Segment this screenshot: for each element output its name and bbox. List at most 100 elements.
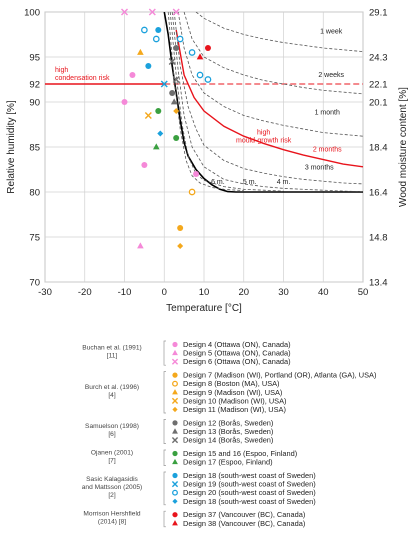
marker-circle <box>172 372 178 378</box>
legend-entry: Design 7 (Madison (WI), Portland (OR), A… <box>183 371 376 380</box>
curve-label: 2 months <box>313 147 342 154</box>
marker-cross <box>172 76 180 83</box>
legend-source: Sasic Kalagasidis <box>86 476 138 483</box>
y-tick-label-92: 92 <box>29 80 40 91</box>
marker-triangle <box>172 349 178 356</box>
gridlines <box>44 11 364 283</box>
series-3 <box>177 225 184 231</box>
marker-diamond <box>173 108 180 114</box>
marker-cross-stroke <box>171 437 179 444</box>
legend-entry: Design 6 (Ottawa (ON), Canada) <box>183 357 291 366</box>
curve-label: 5 m. <box>243 179 257 186</box>
marker-open-circle <box>172 380 178 387</box>
marker-diamond <box>157 130 164 137</box>
series-6 <box>144 112 152 119</box>
condensation-risk-label: high <box>55 67 68 74</box>
marker-open-circle <box>196 71 204 79</box>
series-12 <box>153 143 160 150</box>
series-5 <box>137 48 144 55</box>
marker-cross <box>171 481 179 488</box>
y-tick-label: 95 <box>29 53 40 64</box>
marker-circle <box>172 512 178 518</box>
legend-entry: Design 11 (Madison (WI), USA) <box>183 405 286 414</box>
marker-circle <box>121 99 128 105</box>
x-tick-label: 40 <box>318 287 329 298</box>
marker-cross-stroke <box>160 80 168 88</box>
marker-circle <box>145 63 152 69</box>
legend-entry: Design 18 (south-west coast of Sweden) <box>183 471 316 480</box>
series-9 <box>170 98 178 105</box>
marker-cross-stroke <box>172 8 180 16</box>
legend-entry: Design 14 (Borås, Sweden) <box>183 436 273 445</box>
series-7 <box>173 108 184 249</box>
y2-tick-label: 14.8 <box>369 233 388 244</box>
marker-cross-stroke <box>172 76 180 83</box>
marker-cross <box>168 58 176 65</box>
legend-source: and Mattsson (2005) <box>82 484 142 491</box>
marker-triangle <box>172 520 178 526</box>
legend-entry: Design 10 (Madison (WI), USA) <box>183 396 287 405</box>
marker-circle <box>204 45 211 51</box>
legend-bracket <box>163 449 166 466</box>
curve-label: 4 m. <box>277 179 291 186</box>
legend-source: [11] <box>107 353 118 360</box>
marker-open-circle <box>141 26 148 34</box>
marker-circle <box>169 90 176 96</box>
series-14 <box>160 80 168 88</box>
marker-open-circle <box>172 489 178 496</box>
marker-cross-stroke <box>171 358 179 365</box>
legend-bracket <box>163 340 166 366</box>
y2-tick-label: 20.1 <box>369 98 388 109</box>
marker-cross <box>144 112 152 119</box>
legend: Design 4 (Ottawa (ON), Canada)Design 5 (… <box>82 340 377 528</box>
legend-source: Buchan et al. (1991) <box>82 345 141 352</box>
legend-source: Samuelson (1998) <box>85 423 139 430</box>
marker-circle <box>172 472 178 479</box>
marker-cross-stroke <box>168 58 176 65</box>
legend-bracket <box>163 510 166 528</box>
isopleth-2-months <box>175 29 363 168</box>
marker-open-circle <box>152 35 160 43</box>
x-tick-label: -30 <box>38 287 52 298</box>
y2-tick-label: 13.4 <box>369 278 388 289</box>
marker-circle <box>141 162 148 168</box>
legend-bracket <box>163 371 166 414</box>
marker-cross-stroke <box>171 481 179 488</box>
condensation-risk-label: condensation risk <box>55 75 110 82</box>
legend-entry: Design 20 (south-west coast of Sweden) <box>183 488 316 497</box>
marker-cross <box>171 397 179 404</box>
y2-tick-label: 24.3 <box>369 53 388 64</box>
y2-axis-label: Wood moisture content [%] <box>398 87 409 207</box>
marker-circle <box>129 72 136 78</box>
marker-triangle <box>172 458 178 465</box>
legend-entry: Design 8 (Boston (MA), USA) <box>183 379 280 388</box>
series-18 <box>196 53 204 60</box>
legend-bracket <box>163 419 166 444</box>
legend-entry: Design 4 (Ottawa (ON), Canada) <box>183 340 291 349</box>
y2-tick-label: 18.4 <box>369 143 388 154</box>
x-tick-label: 10 <box>199 287 210 298</box>
marker-cross <box>171 437 179 444</box>
marker-circle <box>172 450 178 457</box>
x-tick-label: 50 <box>358 287 369 298</box>
series-13 <box>145 27 162 69</box>
isopleth-1-month <box>177 12 363 137</box>
marker-circle <box>177 225 184 231</box>
y-tick-label: 100 <box>24 8 40 19</box>
series-11 <box>155 108 180 141</box>
series-15 <box>141 26 212 83</box>
curve-label: 1 month <box>315 110 340 117</box>
marker-cross-stroke <box>171 397 179 404</box>
x-tick-label: -10 <box>118 287 132 298</box>
y-tick-label: 80 <box>29 188 40 199</box>
legend-source: Ojanen (2001) <box>91 449 133 456</box>
marker-circle <box>173 135 180 141</box>
marker-cross <box>160 80 168 88</box>
isopleth-3-months <box>173 12 363 185</box>
x-tick-label: -20 <box>78 287 92 298</box>
marker-circle <box>155 108 162 114</box>
marker-circle <box>172 420 178 426</box>
x-tick-label: 30 <box>278 287 289 298</box>
marker-open-circle <box>204 76 212 83</box>
